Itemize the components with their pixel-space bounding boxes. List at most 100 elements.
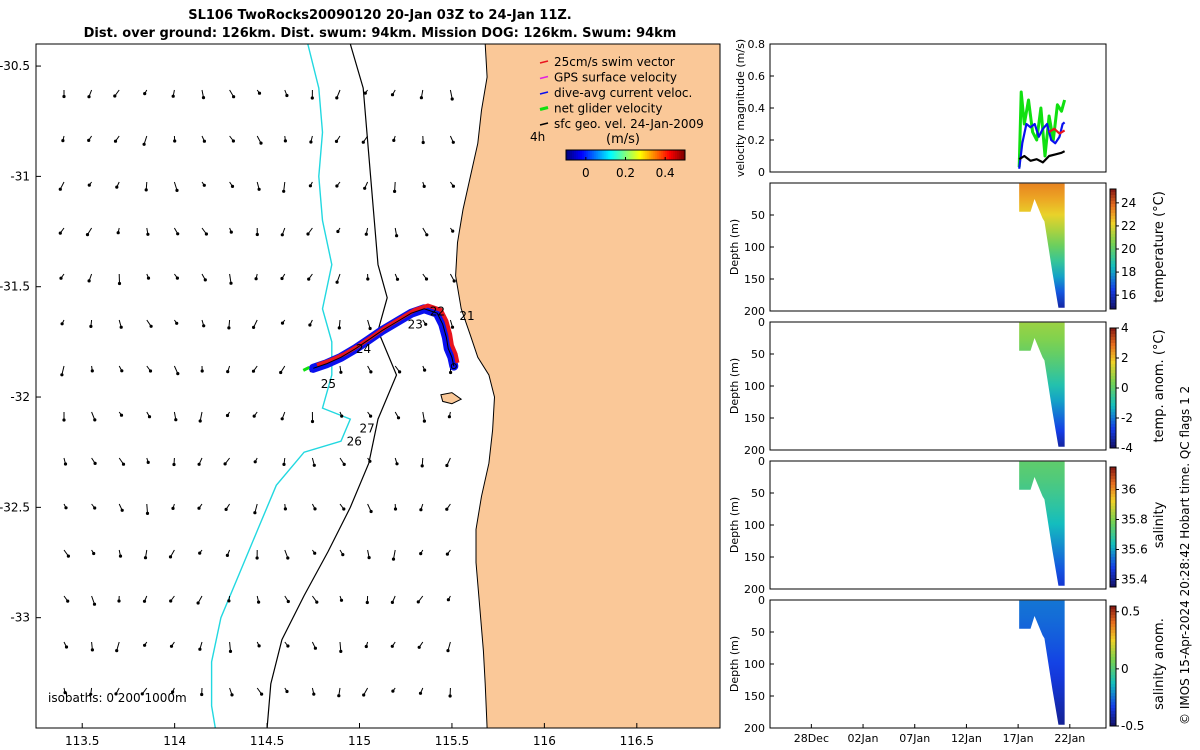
legend-entry: dive-avg current veloc.: [554, 86, 692, 100]
geo-arrow-head: [335, 96, 339, 100]
geo-arrow-head: [391, 557, 396, 561]
colorbar-segment: [627, 150, 630, 160]
colorbar-tick-label: 36: [1121, 483, 1136, 497]
colorbar-segment: [663, 150, 666, 160]
colorbar-segment: [573, 150, 577, 160]
geo-arrow-head: [113, 94, 117, 98]
colorbar-segment: [1110, 584, 1116, 588]
colorbar-tick-label: 0.5: [1121, 605, 1140, 619]
y-tick-label: -31.5: [0, 280, 30, 294]
colorbar-segment: [1110, 527, 1116, 531]
colorbar-segment: [1110, 424, 1116, 428]
colorbar-segment: [1110, 270, 1116, 274]
geo-arrow-head: [113, 139, 118, 143]
geo-arrow-head: [176, 372, 180, 376]
colorbar-segment: [1110, 246, 1116, 250]
y-tick-label: 150: [744, 273, 765, 286]
colorbar-segment: [1110, 234, 1116, 238]
geo-arrow-head: [229, 281, 233, 285]
colorbar-segment: [1110, 255, 1116, 259]
legend-entry: 25cm/s swim vector: [554, 55, 675, 69]
legend-swatch: [539, 75, 549, 80]
x-tick-label: 116: [533, 734, 556, 748]
velocity-background: [770, 44, 1106, 172]
colorbar-segment: [1110, 717, 1116, 721]
heatmap-panel: 0 50 100 150 200 Depth (m) -4 -2 0 2 4 temp. anom. …: [728, 316, 1167, 457]
geo-arrow-head: [395, 234, 399, 238]
legend-swatch: [539, 60, 549, 64]
colorbar-segment: [637, 150, 640, 160]
colorbar-segment: [1110, 334, 1116, 338]
colorbar-segment: [1110, 693, 1116, 697]
geo-arrow-head: [418, 691, 423, 695]
geo-arrow-head: [365, 600, 369, 605]
x-tick-label: 02Jan: [848, 732, 879, 745]
x-tick-label: 22Jan: [1054, 732, 1085, 745]
geo-arrow-head: [172, 462, 176, 467]
land-mass: [455, 44, 720, 728]
colorbar-tick-label: 0: [1121, 662, 1129, 676]
geo-arrow-head: [116, 231, 120, 235]
geo-arrow-head: [340, 414, 344, 418]
colorbar-frame: [1109, 466, 1117, 588]
colorbar-segment: [629, 150, 632, 160]
geo-arrow-head: [92, 551, 96, 556]
y-tick-label: 0.8: [748, 38, 766, 51]
colorbar-segment: [1110, 213, 1116, 217]
colorbar-tick-label: -2: [1121, 411, 1133, 425]
geo-arrow-head: [232, 95, 236, 99]
colorbar-segment: [603, 150, 607, 160]
track-start-marker: [450, 363, 457, 370]
geo-arrow-head: [448, 694, 452, 698]
geo-arrow-head: [315, 600, 319, 604]
colorbar-segment: [1110, 581, 1116, 585]
colorbar-segment: [639, 150, 642, 160]
colorbar-segment: [607, 150, 611, 160]
geo-arrow-head: [174, 418, 178, 422]
colorbar-segment: [1110, 494, 1116, 498]
y-tick-label: 0: [758, 594, 765, 607]
colorbar-segment: [1110, 340, 1116, 344]
geo-arrow-head: [312, 692, 316, 696]
colorbar-segment: [1110, 282, 1116, 286]
colorbar-segment: [655, 150, 658, 160]
colorbar-segment: [1110, 548, 1116, 552]
geo-arrow-head: [202, 139, 206, 143]
colorbar-segment: [1110, 195, 1116, 199]
geo-arrow-head: [369, 370, 373, 374]
profile-section: [1019, 600, 1065, 725]
colorbar-segment: [1110, 291, 1116, 295]
y-tick-label: 0.6: [748, 70, 766, 83]
colorbar-segment: [1110, 639, 1116, 643]
colorbar-segment: [1110, 678, 1116, 682]
geo-arrow-head: [144, 188, 148, 192]
geo-arrow-head: [89, 692, 93, 696]
geo-arrow-head: [227, 326, 231, 330]
colorbar-segment: [1110, 521, 1116, 525]
heatmap-panel: 0 50 100 150 200 Depth (m) -0.5 0 0.5 salinity an…: [728, 594, 1167, 745]
colorbar-segment: [1110, 385, 1116, 389]
y-tick-label: 100: [744, 658, 765, 671]
colorbar-segment: [1110, 279, 1116, 283]
colorbar-tick-label: 2: [1121, 351, 1129, 365]
geo-arrow-head: [62, 418, 66, 422]
colorbar-segment: [1110, 198, 1116, 202]
geo-arrow-head: [342, 462, 346, 466]
colorbar-segment: [605, 150, 609, 160]
geo-arrow-head: [423, 368, 427, 372]
colorbar-segment: [675, 150, 678, 160]
geo-arrow-head: [393, 189, 397, 193]
colorbar-segment: [1110, 406, 1116, 410]
y-tick-label: -30.5: [0, 59, 30, 73]
geo-arrow-head: [419, 96, 423, 100]
geo-arrow-head: [393, 507, 398, 511]
colorbar-segment: [631, 150, 634, 160]
heatmap-panel: 0 50 100 150 200 Depth (m) 35.4 35.6 35.8 36 salin…: [728, 455, 1167, 596]
colorbar-segment: [679, 150, 682, 160]
geo-arrow-head: [251, 369, 256, 373]
colorbar-segment: [1110, 388, 1116, 392]
colorbar-segment: [1110, 249, 1116, 253]
colorbar-segment: [1110, 645, 1116, 649]
geo-arrow-head: [392, 138, 396, 142]
geo-arrow-head: [419, 552, 423, 556]
